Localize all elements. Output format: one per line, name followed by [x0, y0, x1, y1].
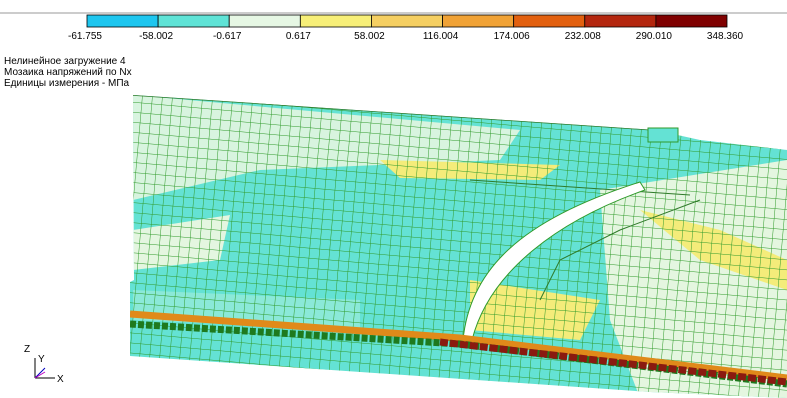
- mesh-fragment: [648, 128, 678, 142]
- legend-swatch: [656, 15, 727, 27]
- legend-tick-label: 116.004: [423, 31, 459, 42]
- legend-tick-label: 290.010: [636, 31, 673, 42]
- legend-tick-label: -0.617: [213, 31, 242, 42]
- legend-swatch: [229, 15, 300, 27]
- legend-tick-label: -58.002: [139, 31, 173, 42]
- legend-swatch: [443, 15, 514, 27]
- viewport: Z Y X -61.755 -58.002 -0.617 0.617 58.002 116…: [0, 0, 787, 398]
- legend-tick-label: 348.360: [707, 31, 744, 42]
- axis-label-z: Z: [24, 344, 30, 355]
- legend-tick-label: 58.002: [354, 31, 385, 42]
- axis-label-y: Y: [38, 354, 45, 365]
- legend-tick-label: 0.617: [286, 31, 311, 42]
- info-line: Нелинейное загружение 4: [4, 56, 126, 67]
- legend-swatch: [300, 15, 371, 27]
- legend-swatch: [87, 15, 158, 27]
- legend-swatch: [158, 15, 229, 27]
- legend-swatch: [585, 15, 656, 27]
- legend-tick-label: 232.008: [565, 31, 602, 42]
- info-line: Мозаика напряжений по Nx: [4, 67, 132, 78]
- legend-swatch: [371, 15, 442, 27]
- legend-tick-label: -61.755: [68, 31, 102, 42]
- legend-swatch: [514, 15, 585, 27]
- axis-label-x: X: [57, 374, 64, 385]
- info-line: Единицы измерения - МПа: [4, 78, 129, 89]
- legend-tick-label: 174.006: [494, 31, 531, 42]
